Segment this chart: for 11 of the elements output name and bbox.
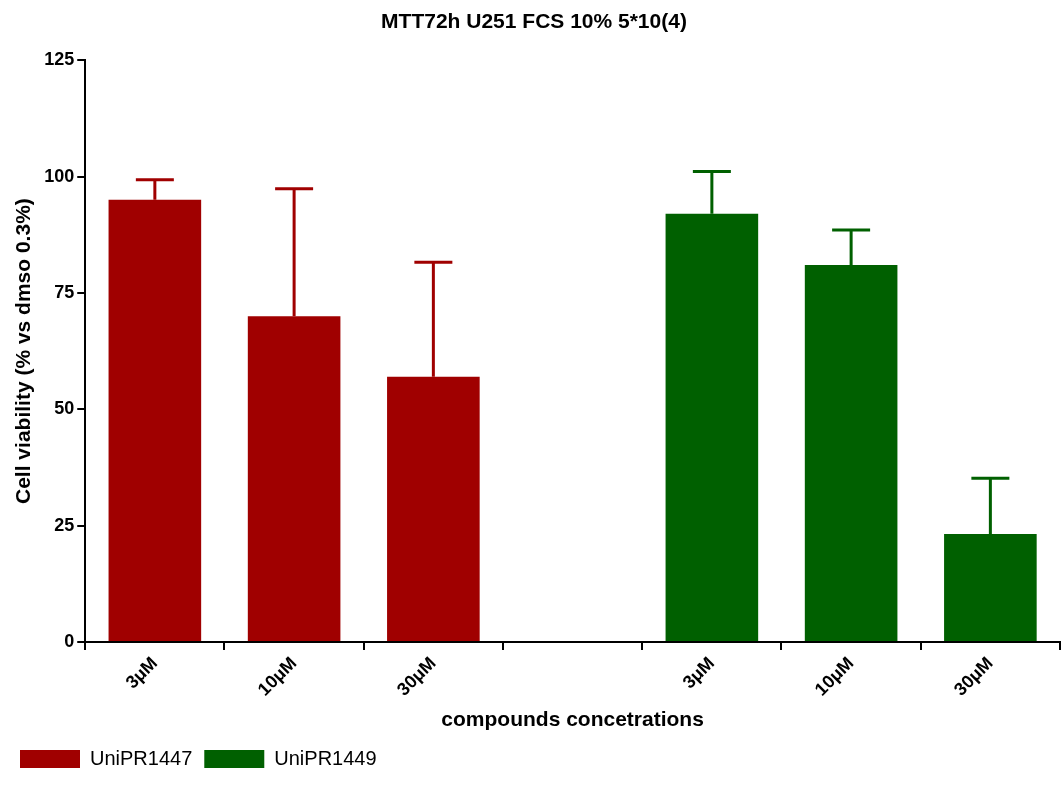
y-tick-label: 25 xyxy=(54,514,75,535)
legend-label: UniPR1447 xyxy=(90,746,193,769)
y-tick-label: 0 xyxy=(64,630,75,651)
y-tick-label: 100 xyxy=(44,165,75,186)
legend-label: UniPR1449 xyxy=(274,746,377,769)
x-axis-title: compounds concetrations xyxy=(441,707,704,731)
y-tick-label: 75 xyxy=(54,281,75,302)
y-tick-label: 125 xyxy=(44,49,75,70)
chart-title: MTT72h U251 FCS 10% 5*10(4) xyxy=(381,9,687,33)
y-axis-title: Cell viability (% vs dmso 0.3%) xyxy=(11,198,35,504)
y-tick-label: 50 xyxy=(54,398,75,419)
